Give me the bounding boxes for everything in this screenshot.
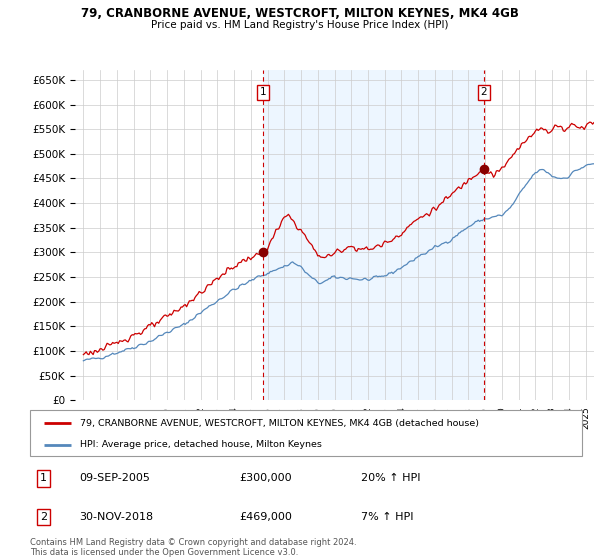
Text: 09-SEP-2005: 09-SEP-2005 [80,473,151,483]
Bar [263,70,484,400]
Text: Price paid vs. HM Land Registry's House Price Index (HPI): Price paid vs. HM Land Registry's House … [151,20,449,30]
Text: £300,000: £300,000 [240,473,292,483]
Text: HPI: Average price, detached house, Milton Keynes: HPI: Average price, detached house, Milt… [80,440,322,450]
Text: 7% ↑ HPI: 7% ↑ HPI [361,512,414,522]
Text: 20% ↑ HPI: 20% ↑ HPI [361,473,421,483]
Text: 2: 2 [481,87,487,97]
Text: Contains HM Land Registry data © Crown copyright and database right 2024.
This d: Contains HM Land Registry data © Crown c… [30,538,356,557]
Text: 1: 1 [40,473,47,483]
Text: 1: 1 [260,87,266,97]
Text: 79, CRANBORNE AVENUE, WESTCROFT, MILTON KEYNES, MK4 4GB (detached house): 79, CRANBORNE AVENUE, WESTCROFT, MILTON … [80,419,479,428]
Text: 2: 2 [40,512,47,522]
Text: 79, CRANBORNE AVENUE, WESTCROFT, MILTON KEYNES, MK4 4GB: 79, CRANBORNE AVENUE, WESTCROFT, MILTON … [81,7,519,20]
Text: 30-NOV-2018: 30-NOV-2018 [80,512,154,522]
Text: £469,000: £469,000 [240,512,293,522]
